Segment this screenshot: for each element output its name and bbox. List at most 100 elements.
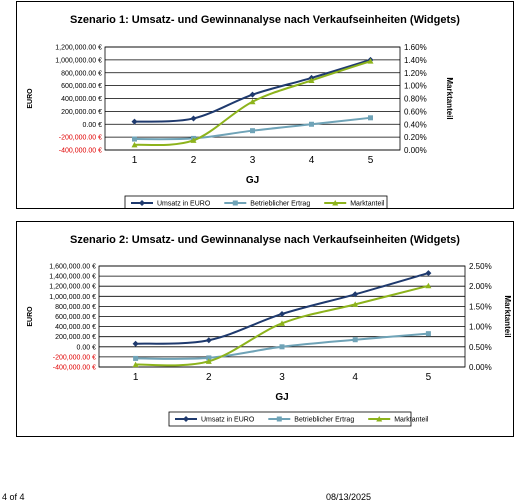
data-point	[205, 358, 212, 364]
legend-marker	[232, 200, 238, 206]
data-point	[425, 282, 432, 289]
y-tick-label: -200,000.00 €	[59, 135, 102, 142]
data-point	[308, 77, 315, 83]
x-tick-label: 5	[368, 155, 374, 166]
data-point	[279, 310, 285, 317]
legend-label: Umsatz in EURO	[201, 417, 255, 424]
legend-label: Umsatz in EURO	[157, 201, 211, 208]
data-point	[425, 270, 432, 277]
plot-area	[104, 46, 401, 151]
y2-tick-label: 2.00%	[469, 282, 492, 291]
data-point	[425, 331, 431, 337]
y2-tick-label: 1.50%	[469, 302, 492, 311]
data-point	[352, 337, 358, 343]
chart-title: Szenario 1: Umsatz- und Gewinnanalyse na…	[70, 14, 460, 26]
legend-marker	[139, 200, 145, 206]
x-axis-title: GJ	[246, 175, 259, 186]
y2-tick-label: 0.20%	[404, 133, 427, 142]
data-point	[352, 291, 359, 298]
legend-box	[124, 195, 388, 208]
data-point	[131, 118, 138, 125]
y-tick-label: 0.00 €	[83, 122, 103, 129]
y-tick-label: 600,000.00 €	[61, 83, 102, 90]
legend-label: Marktanteil	[350, 201, 385, 208]
series-umsatz-in-euro	[131, 56, 374, 125]
y-tick-label: 800,000.00 €	[61, 70, 102, 77]
data-point	[132, 361, 139, 368]
y-tick-label: -400,000.00 €	[53, 365, 96, 372]
y2-tick-label: 2.50%	[469, 262, 492, 271]
data-point	[279, 320, 285, 326]
y-tick-label: 600,000.00 €	[55, 314, 96, 321]
x-tick-label: 1	[132, 155, 138, 166]
plot-area	[98, 265, 466, 368]
x-tick-label: 2	[206, 372, 212, 383]
data-point	[368, 115, 373, 121]
legend-label: Marktanteil	[394, 417, 429, 424]
y2-tick-label: 0.00%	[404, 146, 427, 155]
y2-tick-label: 0.00%	[469, 363, 492, 372]
data-point	[132, 136, 137, 142]
x-tick-label: 5	[426, 372, 432, 383]
chart-scenario-1: Szenario 1: Umsatz- und Gewinnanalyse na…	[27, 14, 460, 208]
series-marktanteil	[132, 282, 432, 368]
data-point	[352, 301, 359, 307]
y2-tick-label: 0.40%	[404, 120, 427, 129]
data-point	[249, 98, 256, 105]
x-tick-label: 4	[309, 155, 315, 166]
data-point	[133, 355, 139, 361]
y2-tick-label: 0.60%	[404, 107, 427, 116]
x-tick-label: 4	[352, 372, 358, 383]
x-tick-label: 1	[133, 372, 139, 383]
legend: Umsatz in EURO Betrieblicher Ertrag Markta…	[168, 411, 429, 427]
x-tick-label: 2	[191, 155, 197, 166]
y-tick-label: 400,000.00 €	[55, 324, 96, 331]
data-point	[250, 128, 255, 134]
y-tick-label: 1,000,000.00 €	[49, 294, 96, 301]
legend-marker	[376, 416, 383, 422]
data-point	[131, 141, 138, 148]
chart-scenario-2: Szenario 2: Umsatz- und Gewinnanalyse na…	[27, 234, 512, 427]
data-point	[367, 58, 374, 64]
y-tick-label: 200,000.00 €	[61, 109, 102, 116]
data-point	[190, 115, 197, 122]
series-betrieblicher-ertrag	[133, 331, 431, 361]
data-point	[205, 337, 212, 344]
legend-marker	[183, 416, 189, 422]
x-tick-label: 3	[279, 372, 285, 383]
series-line	[135, 272, 429, 345]
y2-axis-title: Marktanteil	[445, 77, 454, 119]
data-point	[249, 91, 256, 98]
page-number: 4 of 4	[2, 492, 25, 502]
y2-tick-label: 1.00%	[469, 323, 492, 332]
legend-marker	[276, 416, 282, 422]
y2-tick-label: 1.00%	[404, 82, 427, 91]
y-tick-label: -400,000.00 €	[59, 148, 102, 155]
y-axis-title: EURO	[27, 306, 34, 327]
y-tick-label: 1,200,000.00 €	[55, 45, 102, 52]
x-tick-label: 3	[250, 155, 256, 166]
y-axis-title: EURO	[27, 88, 34, 109]
y-tick-label: -200,000.00 €	[53, 354, 96, 361]
y2-tick-label: 1.60%	[404, 43, 427, 52]
legend-marker	[332, 200, 339, 206]
data-point	[132, 340, 139, 347]
y2-tick-label: 1.40%	[404, 56, 427, 65]
y-tick-label: 1,400,000.00 €	[49, 274, 96, 281]
legend-label: Betrieblicher Ertrag	[250, 201, 310, 208]
y-tick-label: 800,000.00 €	[55, 304, 96, 311]
series-umsatz-in-euro	[132, 270, 432, 347]
chart-title: Szenario 2: Umsatz- und Gewinnanalyse na…	[70, 234, 460, 246]
y-tick-label: 400,000.00 €	[61, 96, 102, 103]
legend-label: Betrieblicher Ertrag	[294, 417, 354, 424]
print-date: 08/13/2025	[326, 492, 372, 502]
series-marktanteil	[131, 58, 374, 148]
y2-axis-title: Marktanteil	[503, 295, 512, 337]
data-point	[190, 137, 197, 143]
y-tick-label: 1,000,000.00 €	[55, 57, 102, 64]
y-tick-label: 0.00 €	[77, 344, 97, 351]
y-tick-label: 1,200,000.00 €	[49, 284, 96, 291]
y2-tick-label: 1.20%	[404, 69, 427, 78]
series-line	[134, 58, 371, 123]
data-point	[279, 344, 285, 350]
